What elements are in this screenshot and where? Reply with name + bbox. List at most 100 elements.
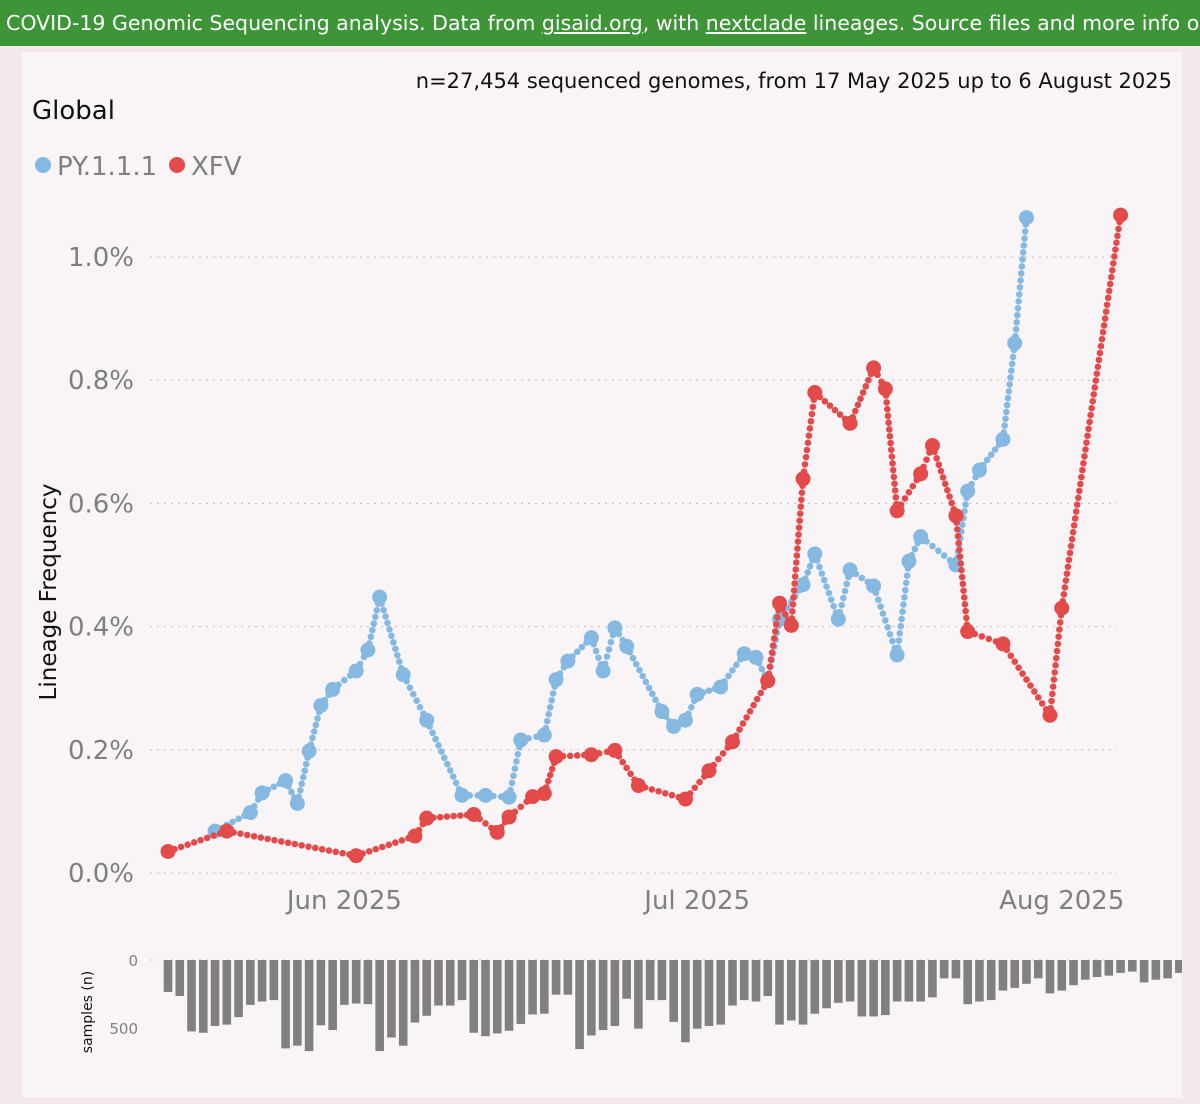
data-point[interactable]	[913, 529, 929, 545]
data-point[interactable]	[924, 437, 940, 453]
series-line-dot	[544, 777, 552, 785]
data-point[interactable]	[360, 642, 376, 658]
data-point[interactable]	[160, 843, 176, 859]
data-point[interactable]	[807, 546, 823, 562]
data-point[interactable]	[454, 787, 470, 803]
series-line-dot	[1094, 363, 1102, 371]
data-point[interactable]	[478, 787, 494, 803]
data-point[interactable]	[901, 553, 917, 569]
data-point[interactable]	[877, 381, 893, 397]
data-point[interactable]	[536, 727, 552, 743]
data-point[interactable]	[960, 624, 976, 640]
data-point[interactable]	[748, 649, 764, 665]
data-point[interactable]	[866, 360, 882, 376]
gisaid-link[interactable]: gisaid.org	[541, 11, 643, 35]
data-point[interactable]	[395, 667, 411, 683]
data-point[interactable]	[278, 773, 294, 789]
data-point[interactable]	[313, 697, 329, 713]
data-point[interactable]	[666, 718, 682, 734]
legend-item-xfv[interactable]: XFV	[169, 152, 242, 182]
data-point[interactable]	[960, 483, 976, 499]
data-point[interactable]	[548, 672, 564, 688]
data-point[interactable]	[513, 732, 529, 748]
data-point[interactable]	[689, 686, 705, 702]
data-point[interactable]	[1042, 707, 1058, 723]
series-line-dot	[1031, 688, 1038, 695]
data-point[interactable]	[866, 578, 882, 594]
data-point[interactable]	[501, 789, 517, 805]
data-point[interactable]	[407, 828, 423, 844]
data-point[interactable]	[419, 810, 435, 826]
series-line-dot	[954, 532, 962, 540]
series-line-dot	[961, 600, 969, 608]
data-point[interactable]	[713, 679, 729, 695]
series-line-dot	[298, 780, 306, 788]
data-point[interactable]	[325, 681, 341, 697]
series-line-dot	[797, 503, 805, 510]
series-line-dot	[688, 703, 695, 711]
data-point[interactable]	[995, 636, 1011, 652]
series-line-dot	[729, 667, 736, 674]
data-point[interactable]	[560, 653, 576, 669]
data-point[interactable]	[1113, 207, 1129, 223]
data-point[interactable]	[583, 630, 599, 646]
x-tick-label: Aug 2025	[999, 886, 1124, 916]
data-point[interactable]	[1018, 210, 1034, 226]
data-point[interactable]	[607, 742, 623, 758]
data-point[interactable]	[677, 791, 693, 807]
data-point[interactable]	[254, 785, 270, 801]
data-point[interactable]	[619, 638, 635, 654]
data-point[interactable]	[583, 747, 599, 763]
data-point[interactable]	[842, 562, 858, 578]
data-point[interactable]	[995, 431, 1011, 447]
data-point[interactable]	[913, 466, 929, 482]
data-point[interactable]	[348, 848, 364, 864]
data-point[interactable]	[1007, 335, 1023, 351]
data-point[interactable]	[419, 712, 435, 728]
data-point[interactable]	[348, 663, 364, 679]
series-line-dot	[406, 684, 414, 691]
data-point[interactable]	[466, 806, 482, 822]
data-point[interactable]	[889, 503, 905, 519]
data-point[interactable]	[795, 471, 811, 487]
data-point[interactable]	[677, 712, 693, 728]
data-point[interactable]	[1054, 600, 1070, 616]
series-line-dot	[1097, 342, 1105, 350]
series-line-dot	[1014, 312, 1021, 319]
series-line-dot	[771, 628, 779, 635]
nextclade-link[interactable]: nextclade	[705, 11, 807, 35]
series-line-dot	[546, 771, 554, 779]
data-point[interactable]	[889, 647, 905, 663]
data-point[interactable]	[724, 734, 740, 750]
y-tick-label: 0.0%	[68, 859, 134, 889]
data-point[interactable]	[830, 611, 846, 627]
data-point[interactable]	[219, 823, 235, 839]
data-point[interactable]	[971, 462, 987, 478]
data-point[interactable]	[525, 789, 541, 805]
data-point[interactable]	[301, 743, 317, 759]
data-point[interactable]	[536, 786, 552, 802]
data-point[interactable]	[489, 824, 505, 840]
data-point[interactable]	[501, 809, 517, 825]
data-point[interactable]	[630, 778, 646, 794]
data-point[interactable]	[807, 385, 823, 401]
data-point[interactable]	[760, 673, 776, 689]
data-point[interactable]	[795, 577, 811, 593]
series-line-dot	[655, 788, 662, 795]
data-point[interactable]	[372, 589, 388, 605]
data-point[interactable]	[289, 795, 305, 811]
data-point[interactable]	[736, 646, 752, 662]
data-point[interactable]	[654, 704, 670, 720]
samples-bar	[1057, 960, 1067, 991]
data-point[interactable]	[607, 620, 623, 636]
data-point[interactable]	[701, 763, 717, 779]
data-point[interactable]	[548, 749, 564, 765]
data-point[interactable]	[783, 617, 799, 633]
data-point[interactable]	[772, 595, 788, 611]
data-point[interactable]	[595, 663, 611, 679]
legend-item-py[interactable]: PY.1.1.1	[35, 152, 157, 182]
data-point[interactable]	[842, 415, 858, 431]
samples-bar	[739, 960, 749, 1001]
data-point[interactable]	[242, 805, 258, 821]
data-point[interactable]	[948, 508, 964, 524]
